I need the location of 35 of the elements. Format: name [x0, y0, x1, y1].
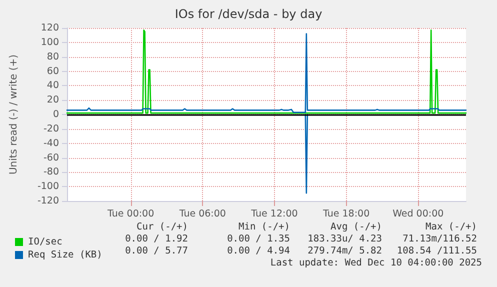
text: 0.00 / 1.92 — [125, 234, 188, 244]
y-tick-label: 120 — [40, 22, 59, 34]
x-tick-label: Tue 12:00 — [250, 208, 298, 220]
y-tick-label: -80 — [43, 166, 59, 178]
legend-label: IO/sec — [28, 236, 62, 248]
y-tick-label: -100 — [37, 181, 59, 192]
text: 279.74m/ 5.82 — [308, 246, 382, 256]
text: 71.13m/116.52 — [402, 234, 477, 244]
text: 0.00 / 1.35 — [227, 234, 290, 244]
x-tick-label: Tue 00:00 — [106, 208, 154, 220]
y-tick-label: -120 — [37, 196, 59, 206]
y-tick-label: 100 — [40, 36, 59, 48]
y-tick-label: 20 — [46, 94, 59, 106]
x-tick-label: Tue 06:00 — [178, 208, 226, 220]
text: Max (-/+) — [426, 222, 477, 232]
x-tick-label: Tue 18:00 — [322, 208, 370, 220]
legend-label: Req Size (KB) — [28, 250, 102, 260]
text: 108.54 /111.55 — [396, 246, 477, 256]
text: Cur (-/+) — [136, 222, 188, 232]
y-tick-label: 0 — [52, 109, 59, 120]
y-tick-label: -60 — [43, 152, 59, 164]
y-tick-label: -20 — [43, 123, 59, 134]
chart-title: IOs for /dev/sda - by day — [174, 7, 322, 21]
text: 183.33u/ 4.23 — [308, 234, 382, 244]
text: Min (-/+) — [238, 222, 290, 232]
x-tick-label: Wed 00:00 — [392, 208, 444, 220]
text: 0.00 / 5.77 — [125, 246, 188, 256]
text: Avg (-/+) — [330, 222, 382, 232]
text: Last update: Wed Dec 10 04:00:00 2025 — [270, 258, 482, 268]
y-tick-label: 80 — [46, 51, 59, 62]
y-axis-title: Units read (-) / write (+) — [8, 54, 20, 175]
text: 0.00 / 4.94 — [227, 246, 290, 256]
y-tick-label: 60 — [46, 66, 59, 77]
y-tick-label: -40 — [43, 138, 59, 149]
y-tick-label: 40 — [46, 80, 59, 92]
